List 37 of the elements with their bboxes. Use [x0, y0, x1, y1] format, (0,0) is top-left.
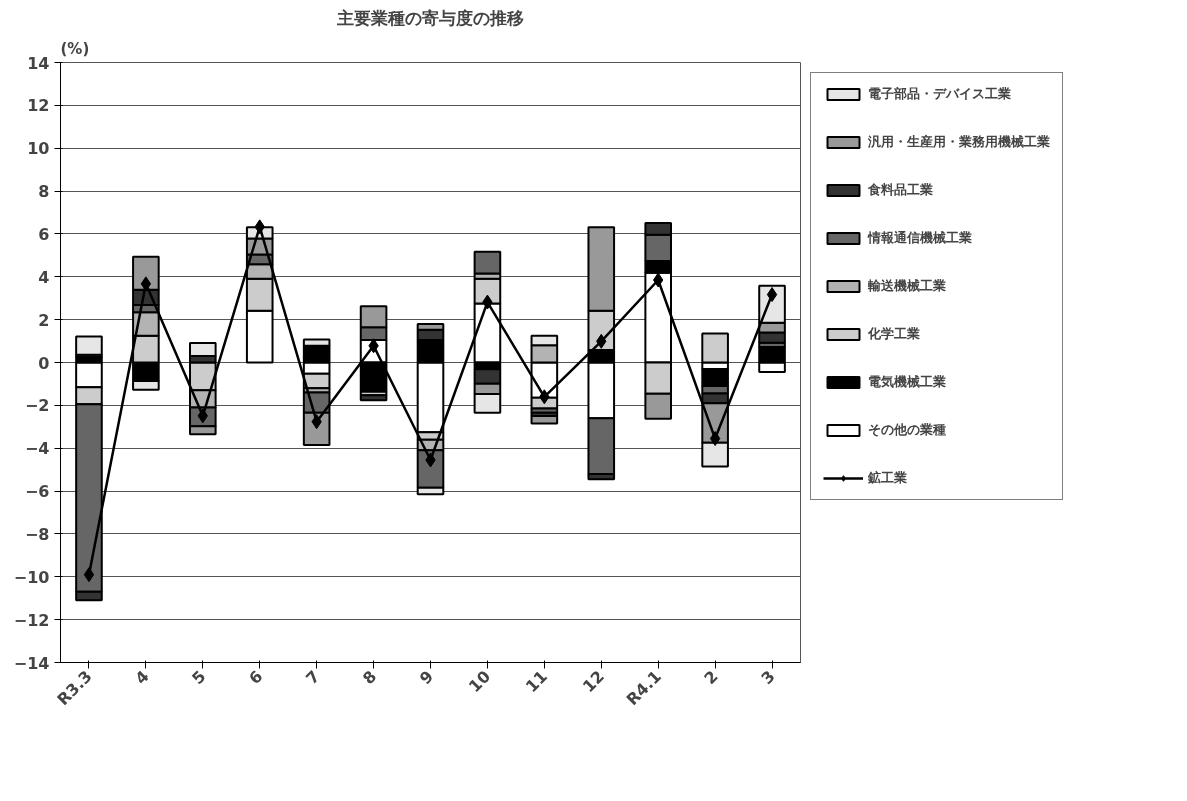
x-tick-label: 2 — [700, 666, 722, 689]
y-tick-label: −4 — [24, 439, 50, 459]
x-tick-label: 10 — [464, 666, 495, 696]
legend-label: その他の業種 — [868, 421, 946, 439]
y-tick-label: −2 — [24, 396, 50, 416]
y-tick-label: 12 — [27, 96, 50, 116]
y-tick-label: 4 — [38, 267, 50, 287]
chart-title: 主要業種の寄与度の推移 — [336, 7, 524, 28]
legend-label: 電子部品・デバイス工業 — [868, 85, 1011, 103]
y-tick-label: −14 — [13, 653, 50, 673]
legend-label: 情報通信機械工業 — [868, 229, 972, 247]
y-tick-label: 14 — [27, 53, 50, 73]
x-tick-label: 3 — [757, 666, 779, 689]
legend-label: 電気機械工業 — [868, 373, 946, 391]
x-tick-label: 4 — [131, 666, 153, 689]
x-tick-label: 6 — [245, 666, 267, 689]
y-tick-label: 6 — [38, 224, 50, 244]
x-tick-label: 5 — [188, 666, 210, 689]
y-tick-label: 10 — [27, 139, 50, 159]
y-axis-title: (%) — [60, 39, 90, 58]
y-tick-label: −8 — [24, 524, 50, 544]
y-tick-label: −12 — [13, 610, 50, 630]
legend-label: 輸送機械工業 — [868, 277, 946, 295]
legend-label: 食料品工業 — [868, 181, 933, 199]
y-tick-label: −6 — [24, 482, 50, 502]
x-tick-label: 8 — [358, 666, 381, 689]
y-tick-label: 2 — [38, 310, 50, 330]
x-tick-label: 11 — [521, 666, 552, 696]
legend-label: 鉱工業 — [868, 469, 907, 487]
x-tick-label: 7 — [302, 666, 324, 689]
y-tick-label: −10 — [13, 567, 50, 587]
x-tick-label: 12 — [578, 666, 608, 696]
legend-label: 化学工業 — [868, 325, 920, 343]
y-tick-label: 0 — [38, 353, 50, 373]
y-tick-label: 8 — [38, 182, 50, 202]
legend-label: 汎用・生産用・業務用機械工業 — [868, 133, 1050, 151]
x-tick-label: 9 — [415, 666, 438, 689]
